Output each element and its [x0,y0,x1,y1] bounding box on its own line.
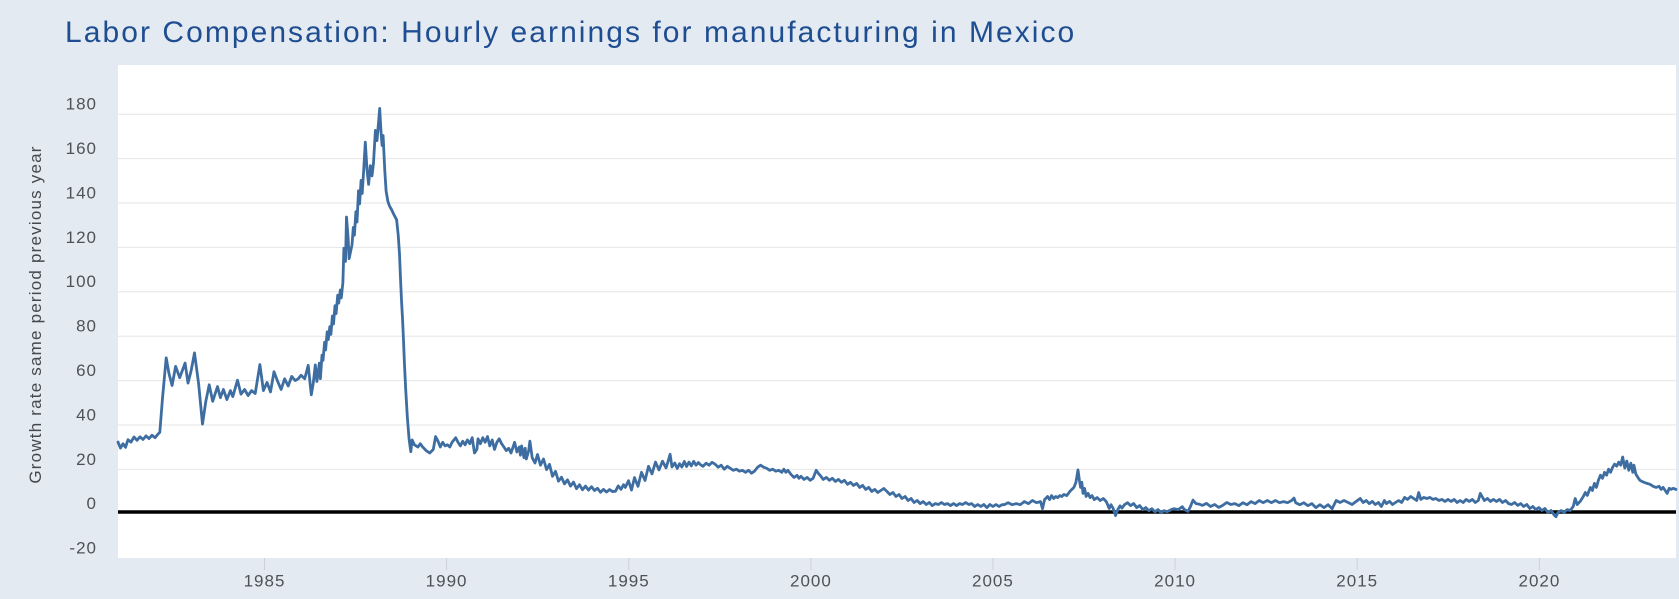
svg-text:80: 80 [76,317,97,336]
svg-text:20: 20 [76,450,97,469]
svg-text:1990: 1990 [426,572,468,591]
svg-text:60: 60 [76,361,97,380]
svg-text:2010: 2010 [1154,572,1196,591]
svg-text:2020: 2020 [1518,572,1560,591]
svg-text:140: 140 [66,183,97,202]
svg-text:Growth rate same period previo: Growth rate same period previous year [26,145,45,483]
svg-text:1985: 1985 [244,572,286,591]
svg-text:0: 0 [87,494,97,513]
svg-text:100: 100 [66,272,97,291]
svg-text:2000: 2000 [790,572,832,591]
svg-text:120: 120 [66,228,97,247]
svg-text:-20: -20 [69,539,97,558]
svg-text:160: 160 [66,139,97,158]
svg-text:40: 40 [76,405,97,424]
svg-text:180: 180 [66,95,97,114]
svg-text:Labor Compensation: Hourly ear: Labor Compensation: Hourly earnings for … [65,16,1076,49]
svg-text:1995: 1995 [608,572,650,591]
svg-text:2005: 2005 [972,572,1014,591]
svg-text:2015: 2015 [1336,572,1378,591]
